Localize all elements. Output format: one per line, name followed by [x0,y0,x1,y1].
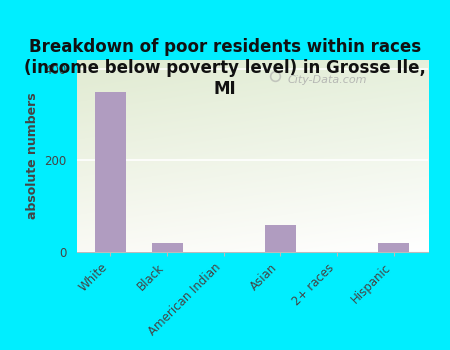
Bar [378,243,409,252]
Bar [95,92,126,252]
Bar [265,224,296,252]
Text: City-Data.com: City-Data.com [287,75,367,85]
Text: Breakdown of poor residents within races
(income below poverty level) in Grosse : Breakdown of poor residents within races… [24,38,426,98]
Y-axis label: absolute numbers: absolute numbers [26,92,39,219]
Bar [152,243,183,252]
